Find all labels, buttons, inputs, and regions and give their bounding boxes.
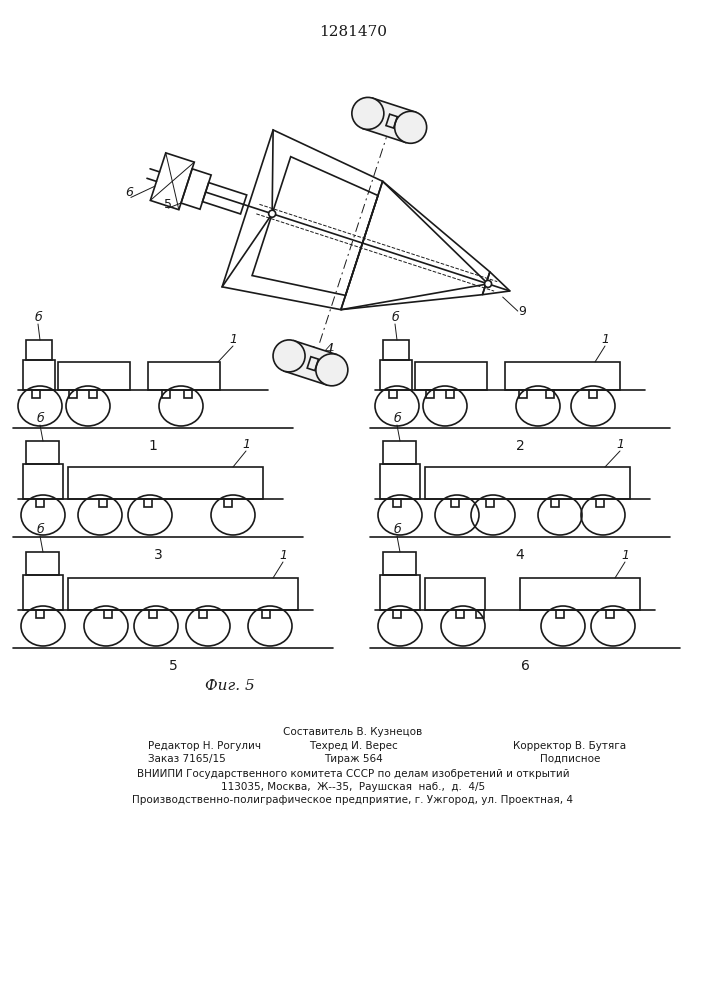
Bar <box>36 499 44 507</box>
Bar <box>68 578 298 610</box>
Bar <box>199 610 207 618</box>
Text: б: б <box>34 311 42 324</box>
Bar <box>149 610 157 618</box>
Text: б: б <box>393 523 401 536</box>
Text: б: б <box>36 523 44 536</box>
Bar <box>262 610 270 618</box>
Text: б: б <box>36 412 44 425</box>
Ellipse shape <box>273 340 305 372</box>
Text: б: б <box>391 311 399 324</box>
Text: Заказ 7165/15: Заказ 7165/15 <box>148 754 226 764</box>
Text: Техред И. Верес: Техред И. Верес <box>309 741 397 751</box>
Text: Составитель В. Кузнецов: Составитель В. Кузнецов <box>284 727 423 737</box>
Text: 1: 1 <box>242 438 250 451</box>
Bar <box>162 390 170 398</box>
Bar <box>383 340 409 360</box>
Bar <box>519 390 527 398</box>
Bar <box>551 499 559 507</box>
Bar <box>446 390 454 398</box>
Bar <box>32 390 40 398</box>
Bar <box>104 610 112 618</box>
Bar <box>224 499 232 507</box>
Text: 5: 5 <box>164 198 173 211</box>
Text: 6: 6 <box>520 659 530 673</box>
Bar <box>23 575 63 610</box>
Text: Подписное: Подписное <box>540 754 600 764</box>
Bar <box>393 499 401 507</box>
Bar <box>476 610 484 618</box>
Bar <box>380 360 412 390</box>
Ellipse shape <box>484 280 491 287</box>
Text: 4: 4 <box>515 548 525 562</box>
Text: 1: 1 <box>229 333 237 346</box>
Bar <box>589 390 597 398</box>
Text: б: б <box>393 412 401 425</box>
Text: 6: 6 <box>125 186 133 199</box>
Polygon shape <box>284 341 337 385</box>
Bar <box>505 362 620 390</box>
Bar <box>26 552 59 575</box>
Bar <box>68 467 263 499</box>
Bar <box>556 610 564 618</box>
Bar <box>546 390 554 398</box>
Text: Редактор Н. Рогулич: Редактор Н. Рогулич <box>148 741 261 751</box>
Bar <box>383 441 416 464</box>
Text: 2: 2 <box>515 439 525 453</box>
Text: Тираж 564: Тираж 564 <box>324 754 382 764</box>
Bar <box>451 499 459 507</box>
Ellipse shape <box>395 111 426 143</box>
Bar <box>415 362 487 390</box>
Polygon shape <box>363 98 416 143</box>
Bar <box>26 340 52 360</box>
Bar <box>184 390 192 398</box>
Text: Производственно-полиграфическое предприятие, г. Ужгород, ул. Проектная, 4: Производственно-полиграфическое предприя… <box>132 795 573 805</box>
Bar <box>520 578 640 610</box>
Bar <box>58 362 130 390</box>
Text: 113035, Москва,  Ж--35,  Раушская  наб.,  д.  4/5: 113035, Москва, Ж--35, Раушская наб., д.… <box>221 782 485 792</box>
Text: 9: 9 <box>518 305 526 318</box>
Text: 1: 1 <box>621 549 629 562</box>
Bar <box>389 390 397 398</box>
Bar <box>596 499 604 507</box>
Text: Фиг. 4: Фиг. 4 <box>285 343 335 357</box>
Bar <box>23 360 55 390</box>
Bar <box>486 499 494 507</box>
Text: 1: 1 <box>148 439 158 453</box>
Ellipse shape <box>316 354 348 386</box>
Bar <box>23 464 63 499</box>
Bar <box>456 610 464 618</box>
Bar <box>99 499 107 507</box>
Text: Фиг. 5: Фиг. 5 <box>205 679 255 693</box>
Bar <box>69 390 77 398</box>
Text: 5: 5 <box>169 659 177 673</box>
Text: 1: 1 <box>279 549 287 562</box>
Bar <box>393 610 401 618</box>
Bar <box>426 390 434 398</box>
Ellipse shape <box>352 97 384 129</box>
Bar <box>26 441 59 464</box>
Bar <box>380 575 420 610</box>
Bar <box>89 390 97 398</box>
Bar <box>425 467 630 499</box>
Bar <box>144 499 152 507</box>
Text: 1281470: 1281470 <box>319 25 387 39</box>
Bar <box>425 578 485 610</box>
Text: 1: 1 <box>616 438 624 451</box>
Bar <box>36 610 44 618</box>
Text: ВНИИПИ Государственного комитета СССР по делам изобретений и открытий: ВНИИПИ Государственного комитета СССР по… <box>136 769 569 779</box>
Bar <box>383 552 416 575</box>
Bar <box>380 464 420 499</box>
Text: Корректор В. Бутяга: Корректор В. Бутяга <box>513 741 626 751</box>
Text: 1: 1 <box>601 333 609 346</box>
Text: 3: 3 <box>153 548 163 562</box>
Bar <box>606 610 614 618</box>
Ellipse shape <box>269 210 276 217</box>
Bar <box>148 362 220 390</box>
